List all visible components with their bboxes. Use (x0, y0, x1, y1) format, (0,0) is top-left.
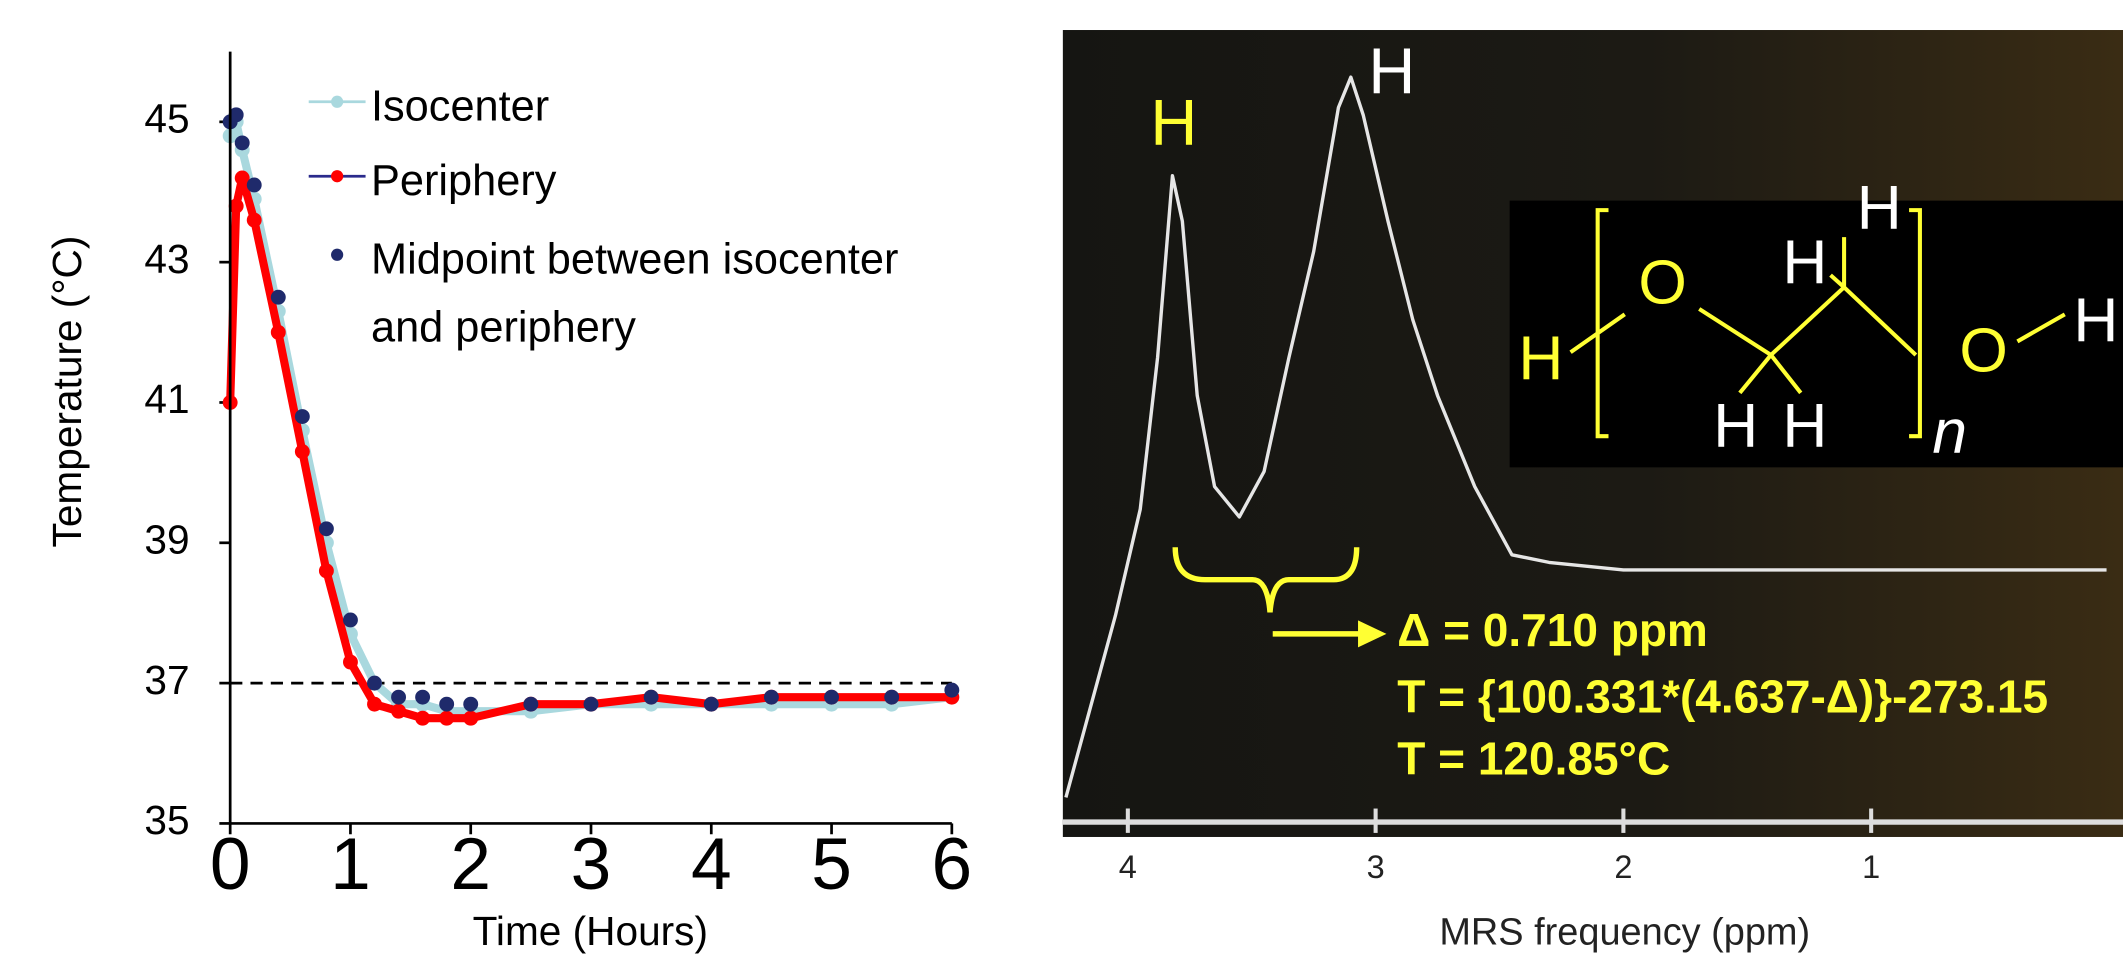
y-axis-label: Temperature (°C) (44, 236, 90, 548)
data-point (884, 690, 899, 705)
annotation: Δ = 0.710 ppm (1397, 604, 1708, 656)
data-point (463, 711, 478, 726)
annotation: T = 120.85°C (1397, 733, 1670, 785)
peak-label: H (1150, 86, 1197, 159)
data-point (439, 697, 454, 712)
y-tick-label: 39 (144, 517, 189, 563)
data-point (343, 613, 358, 628)
data-point (319, 563, 334, 578)
data-point (391, 690, 406, 705)
data-point (319, 521, 334, 536)
data-point (271, 325, 286, 340)
legend-label: Periphery (371, 146, 940, 214)
x-tick-label: 5 (811, 824, 852, 905)
data-point (764, 690, 779, 705)
legend-marker (331, 170, 343, 182)
structure-label: H (1782, 228, 1827, 297)
x-axis-label: MRS frequency (ppm) (1439, 911, 1810, 953)
x-tick-label: 4 (691, 824, 732, 905)
x-tick-label: 6 (931, 824, 972, 905)
structure-label: n (1932, 398, 1967, 467)
x-tick-label: 1 (1862, 849, 1880, 885)
legend-entry: Midpoint between isocenter and periphery (371, 225, 953, 374)
y-tick-label: 43 (144, 236, 189, 282)
legend-label: Midpoint between isocenter and periphery (371, 225, 940, 360)
figure: Temperature (°C) Time (Hours) MRS freque… (0, 0, 2123, 955)
legend-marker (331, 96, 343, 108)
x-tick-label: 0 (210, 824, 251, 905)
x-tick-label: 2 (450, 824, 491, 905)
x-tick-label: 3 (1367, 849, 1385, 885)
data-point (824, 690, 839, 705)
x-tick-label: 2 (1614, 849, 1632, 885)
data-point (367, 676, 382, 691)
data-point (295, 444, 310, 459)
data-point (415, 711, 430, 726)
x-tick-label: 1 (330, 824, 371, 905)
data-point (439, 711, 454, 726)
data-point (295, 409, 310, 424)
x-tick-label: 4 (1119, 849, 1137, 885)
data-point (704, 697, 719, 712)
structure-label: H (1857, 174, 1902, 243)
x-tick-label: 3 (571, 824, 612, 905)
data-point (944, 683, 959, 698)
structure-label: O (1638, 249, 1686, 318)
data-point (523, 697, 538, 712)
data-point (247, 213, 262, 228)
y-tick-label: 45 (144, 96, 189, 142)
y-tick-label: 35 (144, 797, 189, 843)
x-axis-label: Time (Hours) (473, 908, 708, 954)
data-point (415, 690, 430, 705)
data-point (584, 697, 599, 712)
page: Temperature (°C) Time (Hours) MRS freque… (0, 0, 2123, 955)
structure-label: H (2073, 287, 2118, 356)
data-point (644, 690, 659, 705)
peak-label: H (1368, 34, 1415, 107)
legend-label: Isocenter (371, 72, 940, 140)
data-point (463, 697, 478, 712)
structure-label: O (1959, 316, 2007, 385)
data-point (271, 290, 286, 305)
structure-label: H (1518, 325, 1563, 394)
data-point (391, 704, 406, 719)
data-point (235, 135, 250, 150)
y-tick-label: 41 (144, 376, 189, 422)
data-point (367, 697, 382, 712)
legend-marker (331, 249, 343, 261)
data-point (343, 655, 358, 670)
structure-label: H (1782, 392, 1827, 461)
structure-label: H (1713, 392, 1758, 461)
y-tick-label: 37 (144, 657, 189, 703)
annotation: T = {100.331*(4.637-Δ)}-273.15 (1397, 670, 2048, 722)
data-point (247, 178, 262, 193)
